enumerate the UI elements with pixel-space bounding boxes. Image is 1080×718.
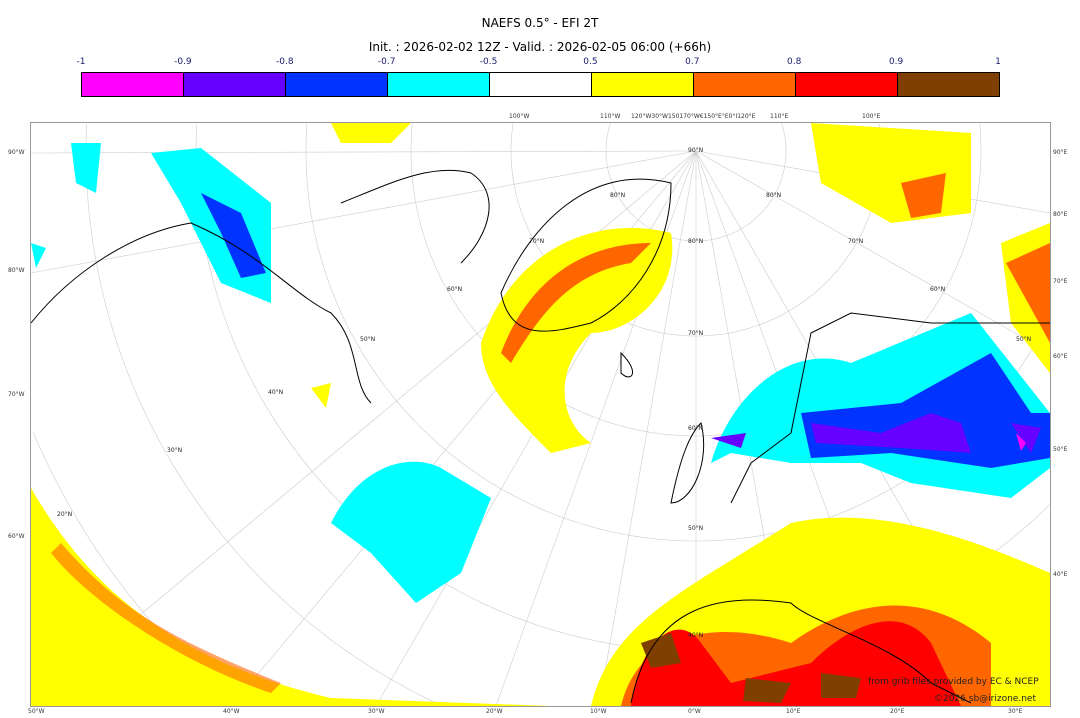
axis-label-bottom: 10°E [786,708,801,715]
axis-label-right: 90°E [1053,149,1068,156]
axis-label-bottom: 20°W [486,708,503,715]
latitude-circle [605,123,787,242]
colorbar-segment [694,73,796,96]
latitude-label: 70°N [848,238,864,245]
latitude-label: 40°N [268,389,284,396]
colorbar-label: -1 [76,57,86,67]
axis-label-bottom: 40°W [223,708,240,715]
axis-label-left: 70°W [8,391,25,398]
map-subtitle: Init. : 2026-02-02 12Z - Valid. : 2026-0… [368,40,712,54]
colorbar-segment [286,73,388,96]
colorbar-segment [82,73,184,96]
axis-label-bottom: 20°E [890,708,905,715]
latitude-circle [85,124,439,705]
source-credit: from grib files provided by EC & NCEP [868,677,1039,687]
colorbar-segment [184,73,286,96]
colorbar-segment [592,73,694,96]
axis-label-right: 70°E [1053,278,1068,285]
latitude-label: 60°N [688,425,704,432]
map-area [30,122,1051,707]
latitude-circle [781,123,787,151]
colorbar-label: -0.7 [377,57,396,67]
colorbar-label: 0.5 [583,57,598,67]
latitude-label: 70°N [688,330,704,337]
axis-label-bottom: 10°W [590,708,607,715]
axis-label-right: 40°E [1053,571,1068,578]
latitude-label: 90°N [688,147,704,154]
axis-label-bottom: 50°W [28,708,45,715]
latitude-label: 80°N [766,192,782,199]
latitude-label: 50°N [1016,336,1032,343]
colorbar-label: 0.9 [888,57,904,67]
latitude-label: 80°N [688,238,704,245]
colorbar-segment [898,73,999,96]
axis-label-right: 60°E [1053,353,1068,360]
colorbar [81,72,1000,97]
latitude-circle [979,123,982,151]
axis-label-top: 110°W [600,113,621,120]
colorbar-label: 1 [995,57,1001,67]
colorbar-label: -0.5 [479,57,498,67]
latitude-label: 80°N [610,192,626,199]
colorbar-label: 0.7 [685,57,700,67]
axis-label-top: 100°W [509,113,530,120]
colorbar-label: -0.8 [275,57,294,67]
axis-label-top: 120°W30°W150170°W€150°E°E0°I120°E [631,113,756,120]
colorbar-label: 0.8 [787,57,802,67]
latitude-label: 20°N [57,511,73,518]
axis-label-right: 80°E [1053,211,1068,218]
axis-label-bottom: 30°W [368,708,385,715]
latitude-label: 60°N [447,286,463,293]
axis-label-right: 50°E [1053,446,1068,453]
copyright-credit: ©2026 sb@irizone.net [934,694,1036,704]
axis-label-bottom: 0°W [688,708,701,715]
axis-label-bottom: 30°E [1008,708,1023,715]
latitude-label: 50°N [688,525,704,532]
coastlines [31,169,1050,704]
latitude-label: 30°N [167,447,183,454]
colorbar-segment [796,73,898,96]
axis-label-left: 90°W [8,149,25,156]
latitude-label: 60°N [930,286,946,293]
efi-map [31,123,1050,706]
axis-label-left: 60°W [8,533,25,540]
efi-fields [31,123,1050,706]
axis-label-top: 100°E [862,113,881,120]
axis-label-top: 110°E [770,113,789,120]
latitude-label: 50°N [360,336,376,343]
map-title: NAEFS 0.5° - EFI 2T [481,16,599,30]
latitude-circle [410,123,982,437]
latitude-label: 40°N [688,632,704,639]
colorbar-segment [490,73,592,96]
latitude-circle [510,123,882,337]
latitude-label: 70°N [529,238,545,245]
axis-label-left: 80°W [8,267,25,274]
colorbar-segment [388,73,490,96]
colorbar-label: -0.9 [174,57,192,67]
